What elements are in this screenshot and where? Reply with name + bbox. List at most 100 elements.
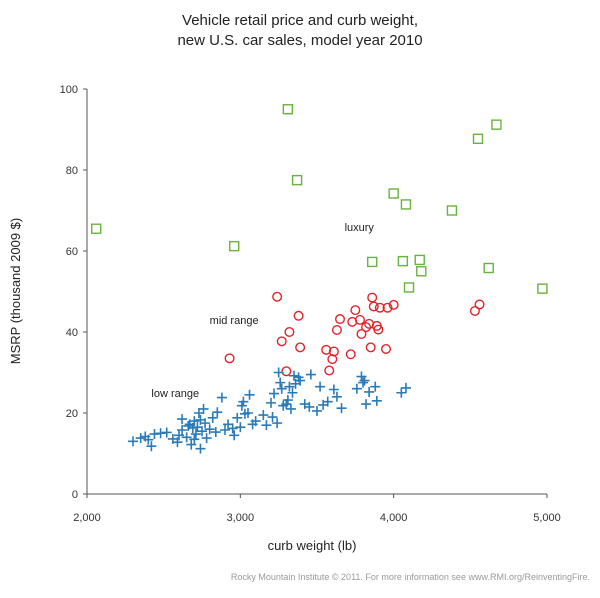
y-tick-label: 60 <box>66 246 78 258</box>
y-tick-label: 20 <box>66 408 78 420</box>
mid-range-point <box>335 314 346 325</box>
luxury-point <box>537 283 548 294</box>
low-range-point <box>181 432 192 443</box>
low-range-point <box>358 377 368 388</box>
low-range-point <box>269 388 280 399</box>
low-range-point <box>238 396 249 407</box>
mid-range-point <box>367 292 378 303</box>
category-label: low range <box>151 388 199 400</box>
low-range-point <box>232 412 243 423</box>
low-range-point <box>143 434 154 445</box>
low-range-point <box>220 425 230 436</box>
low-range-point <box>359 375 370 386</box>
x-tick-label: 3,000 <box>227 512 255 524</box>
mid-range-point <box>361 322 372 333</box>
low-range-point <box>267 412 278 423</box>
mid-range-point <box>356 329 367 340</box>
axes: 0 20 40 60 80 100 2,000 3,000 4,000 5,000 <box>60 84 561 524</box>
luxury-point <box>491 119 502 130</box>
low-range-point <box>315 381 326 392</box>
mid-range-point <box>374 302 385 313</box>
mid-range-point <box>281 366 292 377</box>
x-tick-label: 2,000 <box>73 512 101 524</box>
low-range-point <box>128 436 138 447</box>
mid-range-point <box>293 310 304 321</box>
y-tick-label: 0 <box>72 489 78 501</box>
mid-range-point <box>331 324 342 335</box>
low-range-point <box>149 429 160 440</box>
low-range-point <box>285 403 296 414</box>
low-range-point <box>282 395 293 406</box>
data-points <box>90 104 548 454</box>
low-range-point <box>312 405 322 416</box>
low-range-point <box>370 381 381 392</box>
mid-range-point <box>381 344 392 355</box>
low-range-point <box>189 416 200 427</box>
luxury-point <box>403 282 415 293</box>
luxury-point <box>388 188 399 199</box>
low-range-point <box>305 369 316 380</box>
low-range-point <box>243 408 253 418</box>
low-range-point <box>261 420 272 431</box>
mid-range-point <box>469 305 480 316</box>
y-tick-label: 80 <box>66 165 78 177</box>
mid-range-point <box>295 342 306 353</box>
low-range-point <box>244 389 255 400</box>
low-range-point <box>400 382 411 393</box>
low-range-point <box>287 387 298 398</box>
chart-title-line-2: new U.S. car sales, model year 2010 <box>177 32 423 49</box>
low-range-point <box>272 418 283 429</box>
mid-range-point <box>373 324 384 335</box>
mid-range-point <box>368 301 379 312</box>
luxury-point <box>472 133 484 145</box>
low-range-point <box>174 430 184 441</box>
low-range-point <box>289 370 299 381</box>
low-range-point <box>189 434 200 445</box>
luxury-point <box>400 199 412 210</box>
chart-title-line-1: Vehicle retail price and curb weight, <box>182 12 418 29</box>
x-axis-label: curb weight (lb) <box>268 538 357 553</box>
low-range-point <box>195 443 206 454</box>
low-range-point <box>146 441 157 452</box>
mid-range-point <box>382 302 393 313</box>
low-range-point <box>336 403 347 414</box>
low-range-point <box>135 433 146 444</box>
low-range-point <box>266 397 276 408</box>
low-range-point <box>328 384 339 395</box>
low-range-point <box>201 433 212 444</box>
low-range-point <box>396 387 407 398</box>
low-range-point <box>227 423 238 434</box>
mid-range-point <box>284 327 295 338</box>
low-range-point <box>200 418 211 429</box>
low-range-point <box>177 414 188 425</box>
low-range-point <box>371 395 382 406</box>
mid-range-point <box>474 299 485 310</box>
low-range-point <box>273 367 284 378</box>
low-range-point <box>155 428 166 439</box>
low-range-point <box>235 422 246 433</box>
low-range-point <box>258 410 269 421</box>
mid-range-point <box>365 342 376 353</box>
luxury-point <box>416 266 427 277</box>
luxury-point <box>282 104 294 115</box>
low-range-point <box>216 392 227 403</box>
low-range-point <box>186 439 197 450</box>
luxury-point <box>483 262 494 274</box>
luxury-point <box>367 256 378 268</box>
luxury-point <box>414 254 425 266</box>
mid-range-point <box>388 299 399 310</box>
low-range-point <box>204 424 215 435</box>
luxury-point <box>291 174 303 186</box>
credit-line: Rocky Mountain Institute © 2011. For mor… <box>230 572 590 582</box>
luxury-point <box>228 240 240 252</box>
low-range-point <box>229 430 240 441</box>
mid-range-point <box>345 349 356 360</box>
low-range-point <box>207 412 218 423</box>
x-tick-label: 5,000 <box>533 512 561 524</box>
low-range-point <box>284 381 295 392</box>
mid-range-point <box>328 346 339 357</box>
low-range-point <box>177 425 188 436</box>
low-range-point <box>295 375 306 386</box>
